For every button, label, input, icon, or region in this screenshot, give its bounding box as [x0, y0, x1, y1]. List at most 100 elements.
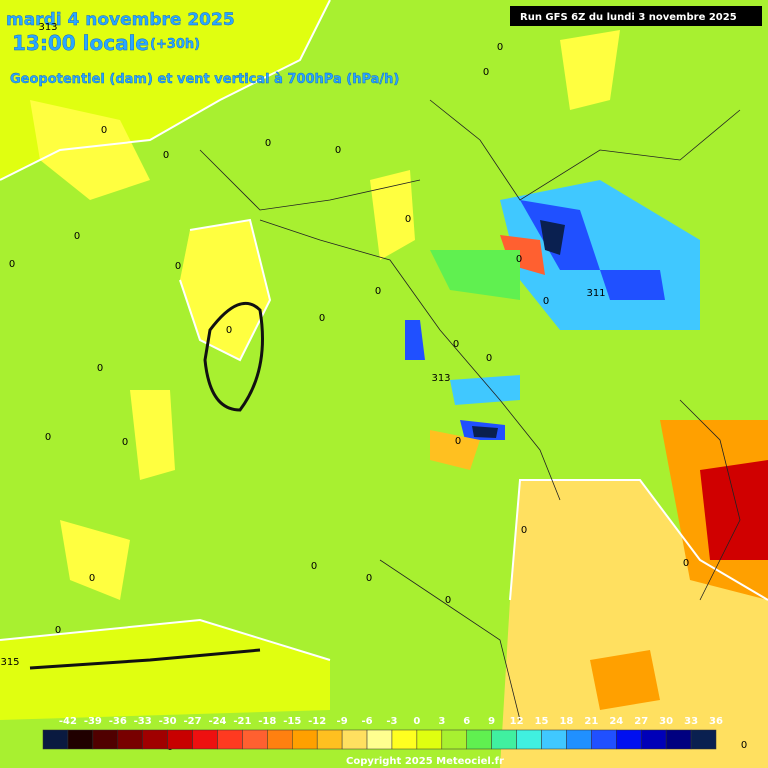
legend-swatch [92, 729, 119, 750]
contour-label: 0 [516, 254, 522, 265]
legend-tick: 24 [609, 716, 623, 727]
legend-swatch [516, 729, 542, 750]
legend-swatch [541, 729, 567, 750]
contour-label: 0 [45, 432, 51, 443]
legend-swatch [192, 729, 218, 750]
contour-label: 313 [431, 373, 450, 384]
run-label: Run GFS 6Z du lundi 3 novembre 2025 [520, 12, 737, 23]
legend-swatch [42, 729, 69, 750]
legend-tick: -24 [208, 716, 226, 727]
copyright: Copyright 2025 Meteociel.fr [346, 756, 504, 767]
contour-label: 0 [455, 436, 461, 447]
legend-tick: 30 [659, 716, 673, 727]
contour-label: 0 [483, 67, 489, 78]
legend-tick: -21 [233, 716, 251, 727]
legend-swatch [391, 729, 418, 750]
legend-swatch [441, 729, 467, 750]
legend-swatch [117, 729, 143, 750]
contour-label: 0 [226, 325, 232, 336]
contour-label: 0 [366, 573, 372, 584]
legend-swatch [292, 729, 318, 750]
legend-tick: -30 [159, 716, 177, 727]
legend-tick: -9 [337, 716, 348, 727]
contour-label: 0 [521, 525, 527, 536]
legend-swatch [316, 729, 343, 750]
legend-tick: 27 [634, 716, 648, 727]
legend-swatch [366, 729, 393, 750]
low-contour [203, 301, 264, 412]
legend-tick: 18 [559, 716, 573, 727]
contour-label: 0 [375, 286, 381, 297]
contour-label: 0 [175, 261, 181, 272]
isolines [0, 0, 768, 661]
contour-labels: 0000000000000000000000000000003133113153… [0, 22, 747, 753]
contour-label: 0 [405, 214, 411, 225]
legend-tick: -3 [386, 716, 397, 727]
date: mardi 4 novembre 2025 [6, 10, 235, 30]
legend-swatch [217, 729, 243, 750]
legend-tick: -15 [283, 716, 301, 727]
contour-label: 0 [265, 138, 271, 149]
contour-label: 0 [89, 573, 95, 584]
contour-label: 315 [0, 657, 19, 668]
contour-label: 0 [543, 296, 549, 307]
lead: (+30h) [150, 37, 200, 52]
contour-label: 0 [101, 125, 107, 136]
legend-tick: 33 [684, 716, 698, 727]
legend: -42 -39 -36 -33 -30 -27 -24 -21 -18 -15 -12 -9 -6 -3 0… [42, 716, 723, 750]
legend-swatch [616, 729, 642, 750]
subtitle: Geopotentiel (dam) et vent vertical à 70… [10, 72, 399, 87]
legend-tick: -6 [361, 716, 372, 727]
run-box [510, 6, 762, 26]
legend-swatch [167, 729, 193, 750]
contour-label: 0 [319, 313, 325, 324]
legend-tick: 9 [488, 716, 495, 727]
contour-label: 313 [38, 22, 57, 33]
legend-tick: 3 [438, 716, 445, 727]
contour-label: 0 [55, 625, 61, 636]
contour-label: 0 [122, 437, 128, 448]
contour-label: 311 [586, 288, 605, 299]
legend-swatch [267, 729, 293, 750]
contour-label: 0 [163, 150, 169, 161]
legend-swatch [416, 729, 443, 750]
contour-label: 0 [74, 231, 80, 242]
contour-label: 0 [683, 558, 689, 569]
legend-tick: 6 [463, 716, 470, 727]
legend-swatch [591, 729, 617, 750]
legend-swatch [67, 729, 94, 750]
legend-tick: -33 [134, 716, 152, 727]
borders [199, 99, 741, 721]
legend-swatch [242, 729, 268, 750]
geopotential-line [29, 648, 261, 670]
legend-tick: -12 [308, 716, 326, 727]
legend-tick: 21 [584, 716, 598, 727]
legend-swatch [665, 729, 692, 750]
legend-swatch [491, 729, 517, 750]
legend-tick: 15 [535, 716, 549, 727]
legend-swatch [142, 729, 168, 750]
legend-tick: -27 [184, 716, 202, 727]
contour-label: 0 [497, 42, 503, 53]
legend-tick: -36 [109, 716, 127, 727]
legend-swatch [566, 729, 592, 750]
legend-swatch [690, 729, 717, 750]
legend-swatch [640, 729, 667, 750]
contour-label: 0 [97, 363, 103, 374]
time: 13:00 locale [12, 31, 149, 55]
legend-tick: 0 [413, 716, 420, 727]
legend-tick: -42 [59, 716, 77, 727]
contour-label: 0 [741, 740, 747, 751]
legend-swatch [341, 729, 368, 750]
contour-label: 0 [335, 145, 341, 156]
contour-label: 0 [445, 595, 451, 606]
legend-tick: -18 [258, 716, 276, 727]
legend-tick: 36 [709, 716, 723, 727]
legend-tick: 12 [510, 716, 524, 727]
contour-label: 0 [486, 353, 492, 364]
legend-swatch [466, 729, 492, 750]
contour-label: 0 [311, 561, 317, 572]
contour-label: 0 [9, 259, 15, 270]
